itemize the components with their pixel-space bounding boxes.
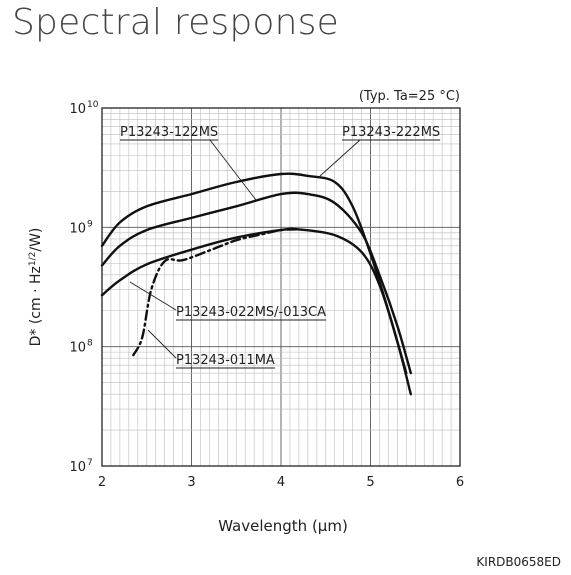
y-tick-exponent: 7 <box>87 458 93 468</box>
series-leader-line <box>129 281 177 311</box>
x-tick-label: 4 <box>277 475 285 490</box>
page-title: Spectral response <box>12 2 339 43</box>
y-tick-label: 10 <box>69 102 86 117</box>
series-label: P13243-022MS/-013CA <box>176 305 326 320</box>
figure-code: KIRDB0658ED <box>476 555 561 569</box>
condition-note: (Typ. Ta=25 °C) <box>359 89 460 104</box>
series-line-1 <box>100 191 412 375</box>
series-leader-line <box>319 139 361 177</box>
x-tick-label: 6 <box>456 475 464 490</box>
y-tick-label: 10 <box>69 221 86 236</box>
y-axis-label: D* (cm · Hz1/2/W) <box>28 228 44 347</box>
y-tick-label: 10 <box>69 341 86 356</box>
series-line-0 <box>100 172 408 375</box>
x-tick-label: 3 <box>187 475 195 490</box>
plot-frame <box>101 107 461 467</box>
y-tick-label: 10 <box>69 460 86 475</box>
grid <box>101 108 461 467</box>
series-leader-line <box>209 139 257 201</box>
x-tick-label: 2 <box>98 475 106 490</box>
series-label: P13243-011MA <box>176 353 275 368</box>
series-layer <box>100 172 412 396</box>
y-tick-exponent: 9 <box>87 219 93 229</box>
series-line-3 <box>132 228 301 357</box>
x-tick-label: 5 <box>366 475 374 490</box>
series-label: P13243-122MS <box>120 125 218 140</box>
y-tick-exponent: 10 <box>87 100 99 110</box>
series-label: P13243-222MS <box>342 125 440 140</box>
series-leader-line <box>147 329 177 359</box>
y-tick-exponent: 8 <box>87 339 93 349</box>
x-axis-label: Wavelength (µm) <box>218 517 348 535</box>
